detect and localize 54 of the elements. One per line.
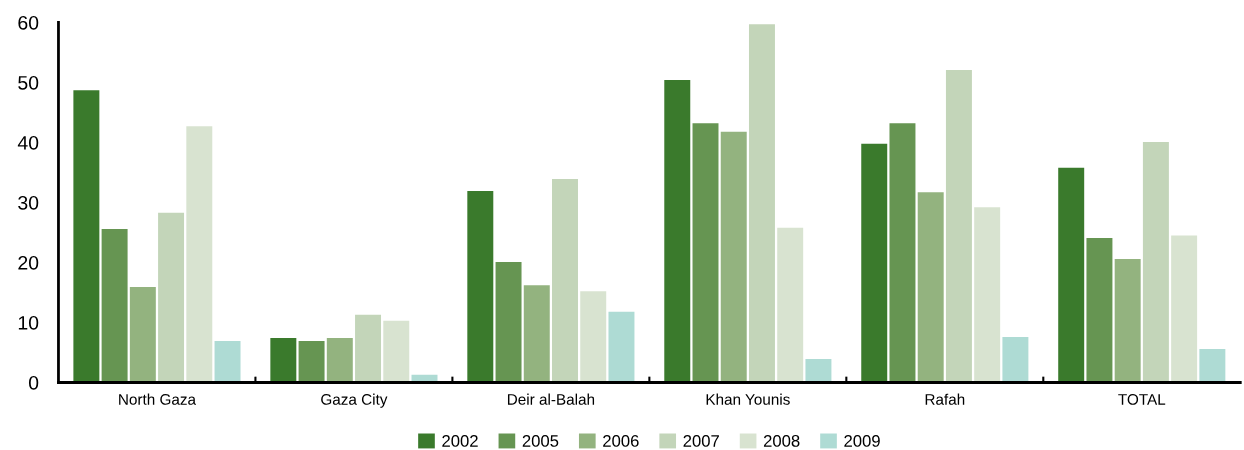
bar (692, 123, 719, 383)
bar (945, 69, 972, 383)
bar (552, 179, 578, 383)
bar (383, 320, 410, 383)
y-tick-label: 10 (18, 315, 39, 330)
bar (861, 143, 888, 383)
x-tick-label: Deir al-Balah (507, 393, 595, 405)
legend-label: 2007 (683, 435, 719, 447)
bar (214, 341, 241, 383)
bar (664, 80, 691, 383)
bar (1114, 258, 1141, 383)
bar (101, 228, 128, 383)
x-tick-label: Gaza City (321, 393, 388, 408)
bar (1199, 348, 1226, 383)
legend-label: 2009 (844, 435, 880, 447)
legend-label: 2002 (442, 435, 478, 447)
legend-label: 2008 (763, 435, 800, 447)
bar (73, 90, 100, 383)
bar (974, 207, 1001, 383)
bar (1086, 237, 1113, 383)
bar (805, 359, 832, 383)
bar (129, 287, 156, 383)
bar (580, 291, 607, 383)
y-tick-label: 0 (28, 375, 39, 390)
bar (1171, 235, 1198, 383)
y-tick-label: 30 (18, 195, 39, 210)
x-tick-label: North Gaza (119, 393, 197, 405)
x-tick-label: TOTAL (1118, 394, 1166, 405)
bar (608, 311, 635, 383)
bar (467, 191, 494, 383)
bar (777, 227, 804, 383)
x-tick-label: Rafah (925, 393, 965, 405)
y-tick-label: 40 (17, 135, 39, 150)
y-tick-label: 20 (18, 255, 39, 270)
bar (158, 212, 185, 383)
legend-label: 2006 (603, 435, 639, 447)
x-tick-label: Khan Younis (706, 393, 790, 405)
bar (495, 261, 522, 383)
bar (748, 24, 775, 383)
bar (1002, 336, 1029, 383)
bar (1058, 167, 1085, 383)
bar (355, 314, 382, 383)
bar (720, 131, 747, 383)
legend-label: 2005 (522, 435, 559, 447)
bar (917, 192, 944, 383)
bar (523, 285, 550, 383)
bar (298, 341, 325, 383)
bar (186, 126, 213, 383)
bar (1142, 141, 1169, 383)
bar (889, 123, 916, 383)
bar (270, 338, 297, 383)
y-tick-label: 50 (18, 75, 39, 90)
bar (326, 338, 353, 383)
y-tick-label: 60 (18, 15, 39, 30)
